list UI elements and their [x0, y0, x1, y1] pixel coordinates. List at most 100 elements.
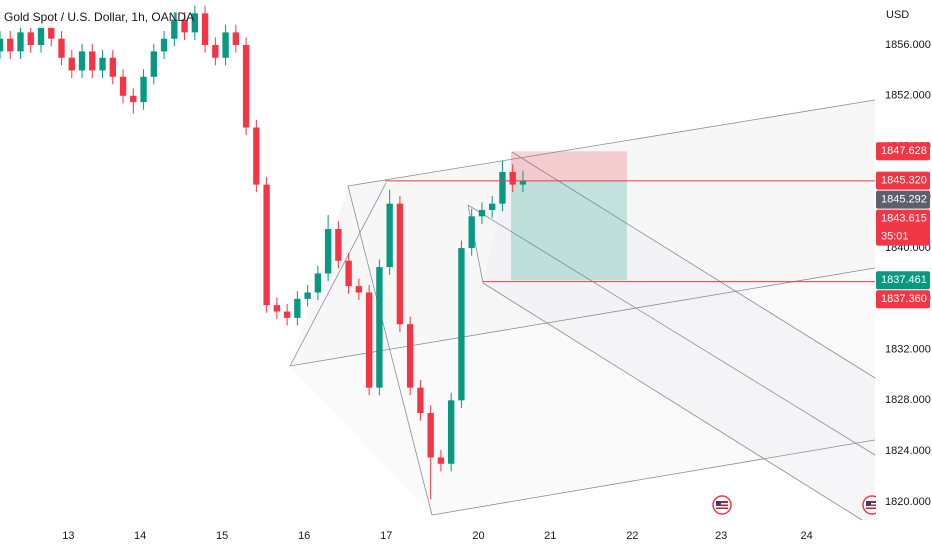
- candle-body: [78, 51, 86, 71]
- candle-body: [222, 32, 229, 58]
- candle-body: [376, 267, 383, 388]
- candle-body: [48, 26, 55, 39]
- x-tick-label: 14: [134, 530, 146, 542]
- candle-body: [447, 400, 455, 464]
- candle-body: [314, 273, 322, 293]
- candle-body: [499, 171, 506, 204]
- candle-body: [437, 457, 445, 464]
- currency: USD: [886, 9, 909, 21]
- target-zone: [511, 180, 627, 281]
- candle-body: [365, 292, 373, 388]
- price-tags: 1847.628 1845.320 1845.292 1843.615 35:01 183…: [876, 142, 930, 309]
- pitchfork-line: [467, 204, 876, 456]
- price-tag: [876, 190, 930, 209]
- pitchfork-line: [347, 185, 433, 516]
- candle-body: [253, 127, 260, 185]
- pitchfork-fill: [483, 152, 875, 520]
- candle-body: [345, 260, 352, 287]
- candle-body: [191, 13, 199, 33]
- y-tick-label: 1820.000: [885, 496, 931, 508]
- drawings: [289, 99, 876, 521]
- candle-body: [212, 45, 219, 58]
- candle-body: [232, 32, 240, 46]
- x-tick-label: 15: [216, 530, 228, 542]
- candle-body: [458, 248, 465, 401]
- x-tick-label: 20: [472, 530, 484, 542]
- candle-body: [273, 305, 281, 312]
- candle-body: [417, 387, 424, 414]
- pitchfork-line: [511, 151, 876, 379]
- candle-body: [130, 95, 137, 103]
- candle-body: [242, 45, 250, 128]
- price-tag-label: 1845.292: [881, 193, 927, 205]
- candle-body: [478, 210, 486, 217]
- price-tag-label: 1847.628: [881, 145, 927, 157]
- candle-body: [283, 311, 291, 318]
- candle-body: [468, 216, 475, 249]
- candle-body: [171, 19, 178, 39]
- candle-body: [304, 292, 311, 299]
- event-flag: [712, 495, 732, 515]
- chart-title: Gold Spot / U.S. Dollar, 1h, OANDA: [4, 10, 194, 24]
- candle-body: [181, 19, 188, 33]
- candle-body: [160, 38, 168, 52]
- x-tick-label: 21: [544, 530, 556, 542]
- price-tag-label: 1837.360: [881, 293, 927, 305]
- title-bg: [0, 6, 170, 28]
- candle-body: [99, 57, 106, 71]
- y-tick-label: 1852.000: [885, 90, 931, 102]
- pitchfork-line: [431, 439, 876, 516]
- candle-body: [150, 51, 157, 77]
- price-tag-label: 1845.320: [881, 174, 927, 186]
- pitchfork-line: [347, 99, 876, 187]
- price-tag-label: 1837.461: [881, 274, 927, 286]
- y-tick-label: 1824.000: [885, 445, 931, 457]
- candle-body: [109, 57, 116, 77]
- countdown: 35:01: [881, 230, 909, 242]
- candle-body: [0, 38, 4, 52]
- candle-body: [294, 298, 301, 318]
- candle-body: [68, 57, 75, 71]
- y-tick-label: 1856.000: [885, 39, 931, 51]
- candle-body: [427, 413, 434, 458]
- price-tag: [876, 290, 930, 309]
- candle-body: [489, 203, 496, 211]
- price-tag: [876, 171, 930, 190]
- candles: [0, 5, 527, 500]
- candle-body: [509, 171, 516, 185]
- time-axis: [0, 522, 876, 550]
- candle-body: [89, 51, 96, 71]
- candle-body: [27, 32, 34, 46]
- x-tick-label: 13: [62, 530, 74, 542]
- candle-body: [17, 32, 24, 52]
- price-tag: [876, 209, 930, 246]
- price-tag: [876, 142, 930, 161]
- candle-body: [324, 229, 332, 274]
- candle-body: [355, 286, 363, 293]
- y-tick-label: 1828.000: [885, 394, 931, 406]
- candle-body: [263, 184, 270, 306]
- candle-body: [396, 203, 404, 325]
- x-tick-label: 17: [380, 530, 392, 542]
- x-tick-label: 16: [298, 530, 310, 542]
- price-tag: [876, 271, 930, 290]
- x-tick-label: 24: [801, 530, 813, 542]
- pitchfork-line: [289, 267, 876, 367]
- candle-body: [37, 26, 45, 46]
- candle-body: [519, 180, 527, 185]
- candle-body: [386, 203, 393, 268]
- pitchfork-line: [289, 182, 387, 367]
- candle-body: [58, 38, 65, 58]
- candle-body: [201, 13, 209, 46]
- candle-body: [140, 76, 147, 103]
- y-tick-label: 1832.000: [885, 343, 931, 355]
- x-tick-label: 23: [715, 530, 727, 542]
- levels: [385, 180, 875, 283]
- candle-body: [119, 76, 127, 96]
- candle-body: [406, 324, 414, 388]
- price-tag-label: 1843.615: [881, 212, 927, 224]
- pitchfork-line: [482, 282, 863, 521]
- x-tick-label: 22: [626, 530, 638, 542]
- position: [511, 151, 627, 281]
